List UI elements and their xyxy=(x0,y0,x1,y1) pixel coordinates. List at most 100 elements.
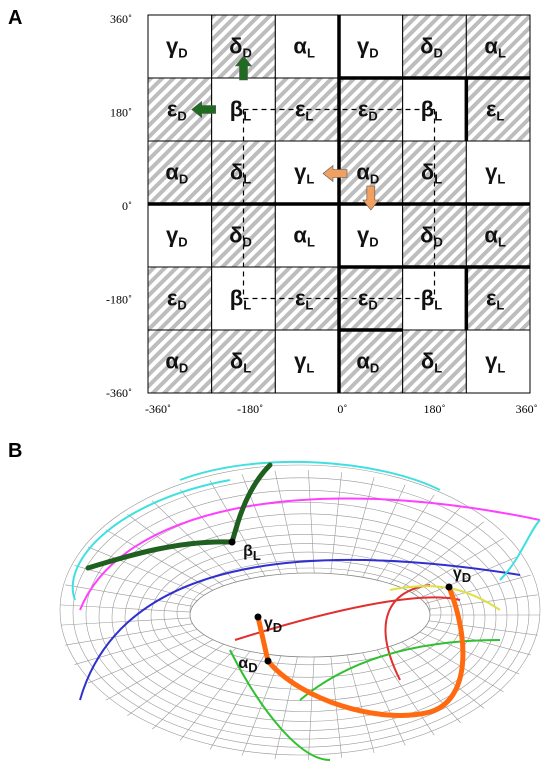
point xyxy=(255,614,262,621)
subscript: L xyxy=(434,361,442,376)
panel-label: A xyxy=(8,7,22,29)
symbol: δ xyxy=(421,349,434,374)
subscript: D xyxy=(178,46,187,61)
symbol: α xyxy=(293,34,307,59)
mesh-spoke xyxy=(88,635,204,683)
point xyxy=(229,539,236,546)
symbol: ε xyxy=(358,97,369,122)
subscript: D xyxy=(369,46,378,61)
subscript: L xyxy=(498,46,506,61)
point xyxy=(265,658,272,665)
subscript: D xyxy=(248,660,257,675)
panel-label: B xyxy=(8,440,22,462)
subscript: L xyxy=(253,548,261,563)
symbol: γ xyxy=(485,160,498,185)
mesh-curve xyxy=(500,520,540,580)
symbol: γ xyxy=(294,160,307,185)
symbol: α xyxy=(484,223,498,248)
subscript: L xyxy=(497,172,505,187)
subscript: D xyxy=(273,620,282,635)
symbol: γ xyxy=(357,34,370,59)
symbol: δ xyxy=(421,160,434,185)
grid: γDδDαLγDδDαLεDβLεLεDβLεLαDδLγLαDδLγLγDδD… xyxy=(106,12,538,416)
x-axis-label: 360˚ xyxy=(516,402,538,416)
mesh-spoke xyxy=(402,522,484,588)
symbol: γ xyxy=(453,565,462,582)
symbol: ε xyxy=(295,97,306,122)
subscript: D xyxy=(368,298,377,313)
symbol: δ xyxy=(420,34,433,59)
symbol: δ xyxy=(230,349,243,374)
mesh-spoke xyxy=(308,657,314,760)
symbol: α xyxy=(165,160,179,185)
subscript: L xyxy=(307,235,315,250)
symbol: δ xyxy=(229,223,242,248)
symbol: β xyxy=(421,97,434,122)
subscript: L xyxy=(497,361,505,376)
subscript: D xyxy=(462,570,471,585)
subscript: L xyxy=(243,361,251,376)
subscript: L xyxy=(434,172,442,187)
subscript: D xyxy=(242,235,251,250)
mesh-spoke xyxy=(65,585,192,606)
symbol: γ xyxy=(166,223,179,248)
subscript: L xyxy=(498,235,506,250)
y-axis-label: -180˚ xyxy=(106,293,132,307)
symbol: ε xyxy=(358,286,369,311)
symbol: γ xyxy=(166,34,179,59)
symbol: β xyxy=(230,286,243,311)
page: A B γDδDαLγDδDαLεDβLεLεDβLεLαDδLγLαDδLγL… xyxy=(0,0,542,769)
subscript: D xyxy=(370,172,379,187)
figure: A B γDδDαLγDδDαLεDβLεLεDβLεLαDδLγLαDδLγL… xyxy=(0,0,542,769)
symbol: α xyxy=(165,349,179,374)
subscript: D xyxy=(433,46,442,61)
subscript: L xyxy=(243,172,251,187)
mesh-spoke xyxy=(106,640,213,701)
subscript: D xyxy=(369,235,378,250)
subscript: D xyxy=(370,361,379,376)
subscript: D xyxy=(178,235,187,250)
subscript: L xyxy=(243,298,251,313)
subscript: L xyxy=(306,172,314,187)
x-axis-label: -360˚ xyxy=(145,402,171,416)
symbol: ε xyxy=(167,97,178,122)
x-axis-label: 0˚ xyxy=(337,402,347,416)
subscript: D xyxy=(177,109,186,124)
symbol: α xyxy=(293,223,307,248)
mesh-spoke xyxy=(390,507,460,584)
symbol: α xyxy=(356,349,370,374)
y-axis-label: 360˚ xyxy=(110,12,132,26)
y-axis-label: 180˚ xyxy=(110,106,132,120)
symbol: δ xyxy=(420,223,433,248)
symbol: ε xyxy=(295,286,306,311)
symbol: γ xyxy=(264,615,273,632)
subscript: D xyxy=(368,109,377,124)
symbol: ε xyxy=(486,97,497,122)
mesh-spoke xyxy=(152,648,236,729)
mesh-curve xyxy=(180,462,440,490)
subscript: L xyxy=(496,298,504,313)
mesh-spoke xyxy=(308,470,314,573)
subscript: L xyxy=(434,298,442,313)
y-axis-label: 0˚ xyxy=(122,199,132,213)
x-axis-label: -180˚ xyxy=(237,402,263,416)
symbol: ε xyxy=(486,286,497,311)
symbol: α xyxy=(484,34,498,59)
subscript: L xyxy=(434,109,442,124)
subscript: D xyxy=(179,361,188,376)
subscript: L xyxy=(306,361,314,376)
subscript: L xyxy=(243,109,251,124)
symbol: α xyxy=(356,160,370,185)
symbol: α xyxy=(238,655,248,672)
symbol: β xyxy=(243,543,253,560)
symbol: δ xyxy=(229,34,242,59)
subscript: L xyxy=(305,298,313,313)
hole xyxy=(190,573,430,657)
subscript: D xyxy=(179,172,188,187)
point xyxy=(446,584,453,591)
y-axis-label: -360˚ xyxy=(106,386,132,400)
symbol: δ xyxy=(230,160,243,185)
symbol: β xyxy=(230,97,243,122)
mesh-spoke xyxy=(331,472,342,573)
